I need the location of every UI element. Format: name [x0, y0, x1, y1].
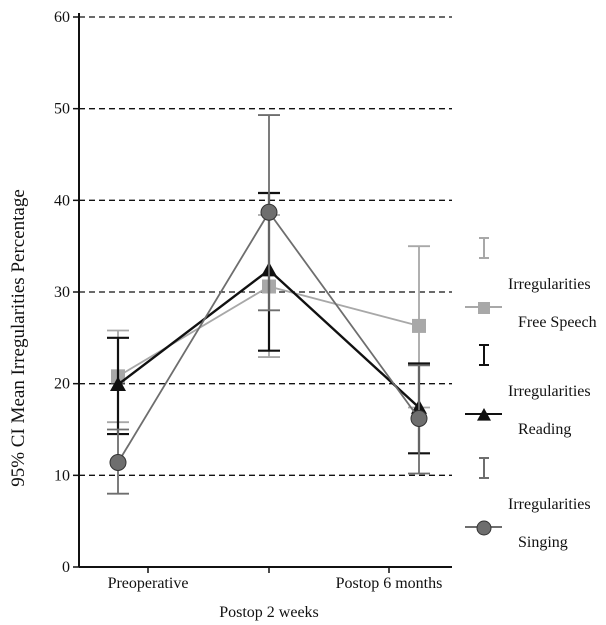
legend-entry: Irregularities Reading: [465, 344, 591, 438]
legend-label: Reading: [518, 421, 571, 438]
x-tick-label: Preoperative: [108, 575, 189, 592]
legend-entry: Irregularities Singing: [465, 457, 591, 551]
grid-lines: [79, 16, 452, 476]
y-tick-label: 30: [54, 284, 70, 301]
y-tick-label: 60: [54, 9, 70, 26]
series: [107, 114, 430, 495]
data-point: [260, 203, 278, 221]
legend-marker: [476, 520, 492, 536]
x-tick-label: Postop 2 weeks: [219, 604, 319, 621]
legend-label: Free Speech: [518, 314, 597, 331]
legend-marker: [478, 302, 490, 314]
data-point: [110, 376, 126, 391]
legend-label: Irregularities: [508, 276, 591, 293]
legend-entry: Irregularities Free Speech: [465, 237, 597, 331]
y-tick-label: 50: [54, 101, 70, 118]
series-circle: [107, 114, 430, 495]
y-tick-label: 0: [62, 559, 70, 576]
x-tick-label: Postop 6 months: [336, 575, 443, 592]
data-point: [410, 410, 428, 427]
axes: 0 10 20 30 40 50 60 Preoperative Postop 2 weeks P…: [54, 9, 452, 621]
y-tick-label: 10: [54, 467, 70, 484]
legend-label: Irregularities: [508, 383, 591, 400]
legend-label: Singing: [518, 534, 568, 551]
data-point: [109, 454, 127, 471]
y-axis-title: 95% CI Mean Irregularities Percentage: [8, 189, 29, 487]
data-point: [412, 318, 426, 333]
legend: Irregularities Free Speech Irregularities R…: [465, 237, 597, 551]
legend-label: Irregularities: [508, 496, 591, 513]
legend-marker: [477, 408, 491, 421]
y-tick-label: 40: [54, 192, 70, 209]
y-tick-label: 20: [54, 376, 70, 393]
